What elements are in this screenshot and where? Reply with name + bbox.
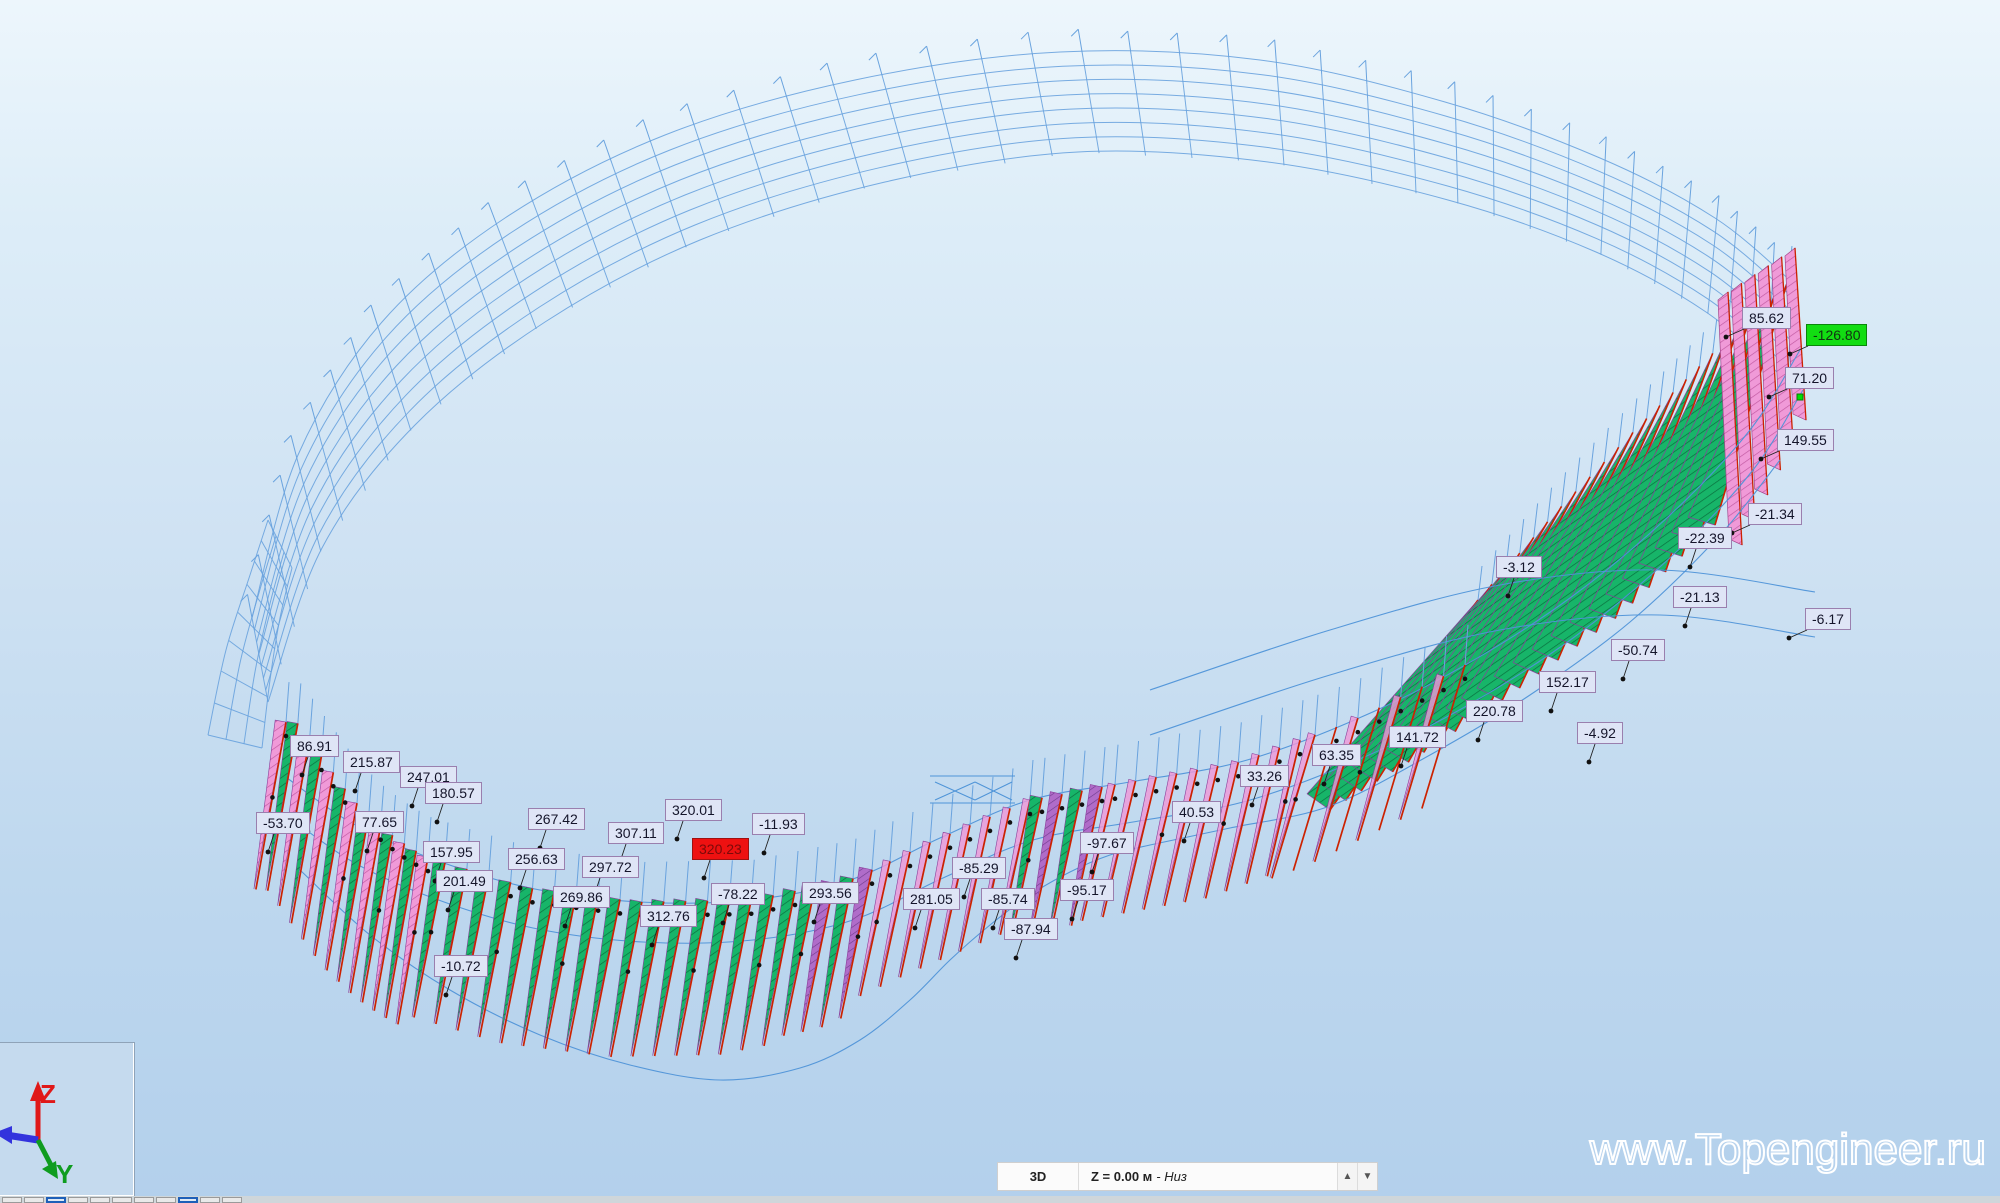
value-label: 152.17 bbox=[1539, 671, 1596, 693]
value-label: 320.23 bbox=[692, 838, 749, 860]
value-label: -126.80 bbox=[1806, 324, 1868, 346]
value-label: -78.22 bbox=[711, 883, 765, 905]
z-level-cell: Z = 0.00 м - Низ bbox=[1079, 1163, 1338, 1190]
bottom-mini-tab[interactable] bbox=[156, 1197, 176, 1203]
value-label: 149.55 bbox=[1777, 429, 1834, 451]
value-label: -21.34 bbox=[1748, 503, 1802, 525]
bottom-mini-tab[interactable] bbox=[24, 1197, 44, 1203]
bottom-mini-tab[interactable] bbox=[222, 1197, 242, 1203]
bottom-mini-tab[interactable] bbox=[68, 1197, 88, 1203]
z-level-value: Z = 0.00 м bbox=[1091, 1169, 1153, 1184]
value-label: 320.01 bbox=[665, 799, 722, 821]
z-level-suffix: - Низ bbox=[1156, 1169, 1187, 1184]
value-label: 180.57 bbox=[425, 782, 482, 804]
bottom-mini-tab[interactable] bbox=[46, 1197, 66, 1203]
z-axis-arrow bbox=[30, 1081, 46, 1101]
value-label: 86.91 bbox=[290, 735, 340, 757]
bottom-tab-strip bbox=[0, 1196, 2000, 1203]
value-label: -95.17 bbox=[1060, 879, 1114, 901]
value-label: 281.05 bbox=[903, 888, 960, 910]
view-mode-cell[interactable]: 3D bbox=[998, 1163, 1079, 1190]
value-label: -4.92 bbox=[1577, 722, 1623, 744]
bottom-mini-tab[interactable] bbox=[112, 1197, 132, 1203]
value-label: 312.76 bbox=[640, 905, 697, 927]
value-label: -6.17 bbox=[1805, 608, 1851, 630]
value-label: 256.63 bbox=[508, 848, 565, 870]
y-axis-label: Y bbox=[56, 1159, 74, 1189]
y-axis-arrow bbox=[42, 1161, 58, 1179]
level-up-button[interactable]: ▲ bbox=[1338, 1163, 1358, 1190]
value-label: 269.86 bbox=[553, 886, 610, 908]
view-status-bar: 3D Z = 0.00 м - Низ ▲ ▼ bbox=[997, 1162, 1378, 1191]
z-axis-label: Z bbox=[40, 1079, 56, 1109]
value-label: -10.72 bbox=[434, 955, 488, 977]
level-down-button[interactable]: ▼ bbox=[1358, 1163, 1377, 1190]
value-label: -11.93 bbox=[752, 813, 805, 835]
value-label: -50.74 bbox=[1611, 639, 1665, 661]
value-label: 141.72 bbox=[1389, 726, 1446, 748]
bottom-mini-tab[interactable] bbox=[2, 1197, 22, 1203]
bottom-mini-tab[interactable] bbox=[90, 1197, 110, 1203]
bottom-mini-tab[interactable] bbox=[178, 1197, 198, 1203]
bottom-mini-tab[interactable] bbox=[134, 1197, 154, 1203]
value-label: 85.62 bbox=[1742, 307, 1792, 329]
value-label: 63.35 bbox=[1312, 744, 1362, 766]
value-label: 40.53 bbox=[1172, 801, 1222, 823]
svg-text:www.Topengineer.ru: www.Topengineer.ru bbox=[1589, 1125, 1986, 1174]
axis-indicator-panel: Z Y bbox=[0, 1042, 135, 1197]
value-label: 77.65 bbox=[355, 811, 405, 833]
value-label: 71.20 bbox=[1785, 367, 1835, 389]
value-label: -53.70 bbox=[256, 812, 310, 834]
value-label: 215.87 bbox=[343, 751, 400, 773]
value-label: 157.95 bbox=[423, 841, 480, 863]
value-label: -21.13 bbox=[1673, 586, 1727, 608]
value-label: 293.56 bbox=[802, 882, 859, 904]
value-label: 297.72 bbox=[582, 856, 639, 878]
value-label: 220.78 bbox=[1466, 700, 1523, 722]
value-label: -87.94 bbox=[1004, 918, 1058, 940]
value-label: -85.29 bbox=[952, 857, 1006, 879]
bottom-mini-tab[interactable] bbox=[200, 1197, 220, 1203]
value-label: -22.39 bbox=[1678, 527, 1732, 549]
axis-triad bbox=[0, 1081, 58, 1179]
value-label: 267.42 bbox=[528, 808, 585, 830]
value-label: 33.26 bbox=[1240, 765, 1290, 787]
value-label: -85.74 bbox=[981, 888, 1035, 910]
watermark: www.Topengineer.ru bbox=[1550, 1118, 1990, 1185]
value-label: 307.11 bbox=[608, 822, 664, 844]
x-axis-arrow bbox=[0, 1126, 12, 1144]
value-label: 201.49 bbox=[436, 870, 493, 892]
value-label: -97.67 bbox=[1080, 832, 1134, 854]
value-label: -3.12 bbox=[1496, 556, 1542, 578]
